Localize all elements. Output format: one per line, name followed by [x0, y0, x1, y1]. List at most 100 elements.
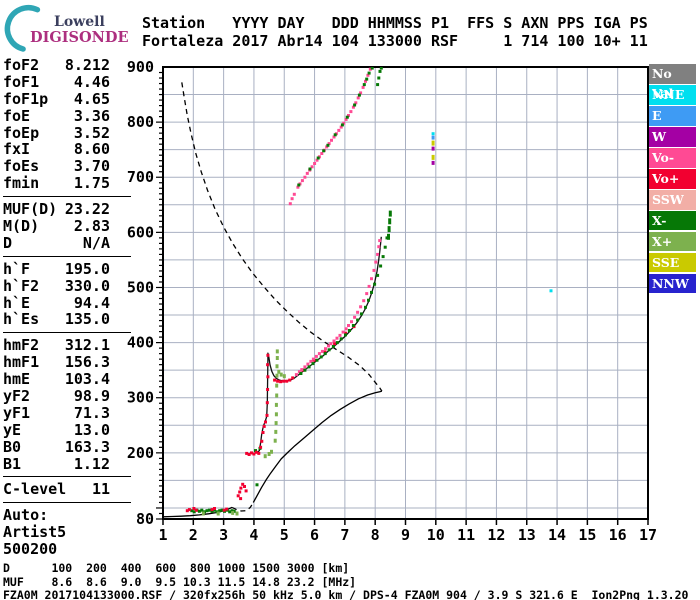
echo-e-region-x-trace-x--: [254, 449, 257, 453]
echo-f2-o-trace-vo--: [327, 344, 330, 348]
param-value: 156.3: [64, 353, 110, 372]
echo-f2-x-trace-x--: [327, 348, 331, 352]
echo-e-f1-o-trace-vo+-: [247, 453, 251, 456]
echo-f2-x-trace-x--: [344, 333, 347, 337]
param-value: 8.212: [64, 56, 110, 74]
echo-e-f1-o-trace-vo+-: [250, 451, 253, 455]
x-tick-label: 8: [371, 526, 380, 544]
legend-item-vo-: Vo-: [649, 147, 696, 168]
echo-e-f1-o-trace-vo+-: [265, 401, 269, 405]
echo-f1-x-cusp-x+-: [235, 511, 239, 516]
echo-f2-x-trace-x--: [360, 312, 363, 316]
echo-f2-x-trace-x--: [373, 282, 377, 286]
echo-e-f1-o-trace-vo+-: [285, 379, 289, 383]
echo-e-region-x-trace-x--: [205, 509, 209, 513]
echo-e-region-x-trace-x--: [207, 508, 211, 512]
echo-e-region-x-trace-x--: [255, 483, 259, 487]
echo-e-f1-o-trace-vo+-: [266, 353, 270, 357]
echo-e-f1-o-trace-vo+-: [261, 431, 265, 434]
echo-f2-o-trace-vo--: [341, 330, 345, 334]
echo-stray-sse: [431, 140, 435, 146]
x-tick-label: 2: [189, 526, 198, 544]
echo-second-hop-x-x--: [297, 183, 301, 187]
echo-stray-w: [431, 160, 435, 165]
distance-row: D 100 200 400 600 800 1000 1500 3000 [km…: [3, 561, 350, 575]
echo-e-region-x-trace-x--: [218, 509, 222, 513]
echo-e-f1-o-trace-vo+-: [264, 420, 267, 424]
param-value: 11: [91, 480, 110, 499]
echo-f2-o-trace-vo--: [356, 310, 360, 314]
y-tick-label: 300: [127, 389, 154, 407]
echo-f2-o-trace-vo--: [329, 342, 333, 346]
legend-item-nne: NNE: [649, 84, 696, 105]
echo-f2-o-trace-vo--: [317, 352, 321, 356]
echo-f2-x-trace-x--: [299, 372, 303, 375]
param-label: foE: [3, 106, 31, 125]
echo-second-hop-o-vo--: [347, 114, 350, 117]
param-label: foF2: [3, 56, 40, 74]
echo-f2-o-trace-vo--: [306, 362, 310, 366]
param-value: 3.70: [73, 157, 110, 176]
echo-f2-o-trace-vo--: [300, 368, 304, 372]
param-row-yf1: yF1 71.3: [3, 405, 110, 422]
legend-item-vo+: Vo+: [649, 168, 696, 189]
param-label: foF1p: [3, 89, 49, 108]
echo-f2-x-trace-x--: [351, 324, 355, 327]
echo-stray-nne: [549, 289, 553, 293]
echo-e-f1-o-trace-vo+-: [239, 497, 243, 501]
echo-second-hop-o-vo--: [320, 152, 324, 155]
x-tick-label: 9: [401, 526, 410, 544]
param-label: hmE: [3, 370, 31, 389]
echo-f2-x-trace-x--: [303, 368, 307, 372]
scaled-parameters-panel: foF2 8.212 foF1 4.46 foF1p 4.65 foE 3.36 foEp 3.5…: [3, 57, 133, 558]
param-value: 4.65: [73, 89, 110, 108]
param-row-fof1: foF1 4.46: [3, 73, 110, 91]
echo-f2-x-trace-x--: [381, 255, 385, 259]
echo-f2-o-trace-vo--: [303, 365, 307, 369]
echo-second-hop-x-x--: [370, 67, 374, 70]
panel-separator-2: [3, 332, 131, 334]
echo-f2-o-trace-vo--: [353, 315, 357, 319]
panel-footer-line: Auto:: [3, 506, 49, 525]
x-tick-label: 4: [249, 526, 258, 544]
param-value: 330.0: [64, 276, 110, 295]
x-tick-label: 10: [427, 526, 445, 544]
param-value: 195.0: [64, 259, 110, 278]
echo-f1-x-cusp-x+-: [274, 402, 278, 407]
param-row-he: h`E 94.4: [3, 294, 110, 312]
echo-f2-x-trace-x--: [331, 345, 335, 348]
echo-f1-x-cusp-x+-: [275, 383, 279, 388]
echo-second-hop-o-vo--: [310, 165, 314, 169]
echo-f2-o-trace-vo--: [378, 239, 382, 243]
param-label: B1: [3, 454, 22, 473]
echo-second-hop-o-vo--: [305, 171, 309, 175]
x-tick-label: 5: [280, 526, 289, 544]
echo-f1-x-cusp-x+-: [275, 364, 279, 369]
echo-second-hop-o-vo--: [313, 162, 317, 165]
panel-separator-4: [3, 502, 131, 504]
echo-f2-o-trace-vo--: [309, 359, 313, 363]
param-value: 312.1: [64, 336, 110, 355]
echo-f2-x-trace-x--: [315, 358, 319, 362]
echo-f1-x-cusp-x+-: [275, 349, 279, 354]
param-row-clevel: C-level 11: [3, 481, 110, 498]
param-row-fxi: fxI 8.60: [3, 141, 110, 158]
param-value: 8.60: [73, 140, 110, 159]
echo-f1-x-cusp-x+-: [277, 369, 281, 374]
echo-e-f1-o-trace-vo+-: [187, 508, 191, 512]
echo-second-hop-o-vo--: [356, 96, 360, 100]
param-value: 1.75: [73, 174, 110, 193]
param-label: fxI: [3, 140, 31, 159]
legend-item-w: W: [649, 126, 696, 147]
echo-f2-o-trace-vo--: [297, 370, 301, 374]
param-row-yf2: yF2 98.9: [3, 388, 110, 405]
echo-f1-x-cusp-x+-: [267, 452, 271, 456]
echo-f2-o-trace-vo--: [347, 324, 350, 327]
echo-x-trace-spread: [388, 218, 392, 225]
echo-second-hop-o-vo--: [288, 202, 292, 206]
param-label: foEp: [3, 123, 40, 142]
echo-f2-x-trace-x--: [379, 264, 383, 268]
echo-second-hop-o-vo--: [332, 135, 336, 139]
echo-second-hop-o-vo--: [349, 110, 353, 114]
